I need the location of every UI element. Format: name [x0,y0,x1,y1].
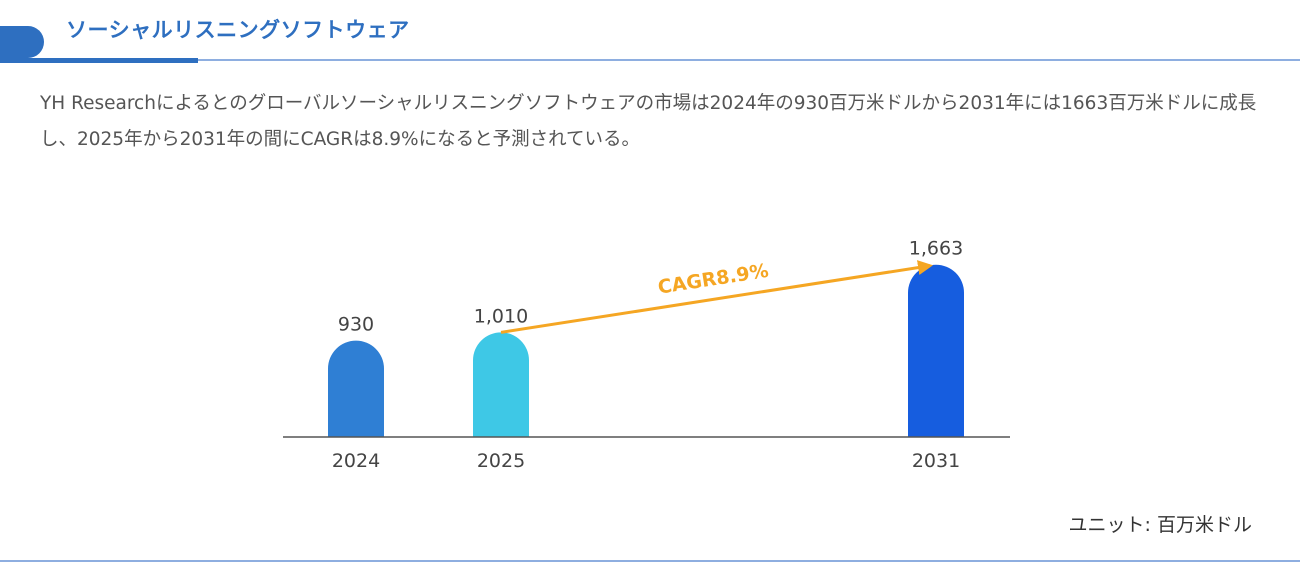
x-tick-label-2024: 2024 [332,450,380,472]
value-label-2031: 1,663 [909,238,963,260]
market-description: YH Researchによるとのグローバルソーシャルリスニングソフトウェアの市場… [40,93,1257,150]
value-label-2025: 1,010 [474,305,528,327]
header-pill-decoration [0,26,44,58]
bar-2024 [328,340,384,437]
cagr-arrow [500,260,933,334]
x-tick-label-2025: 2025 [477,450,525,472]
section-header: ソーシャルリスニングソフトウェア [0,0,1300,66]
section-title: ソーシャルリスニングソフトウェア [66,18,410,42]
bottom-divider [0,560,1300,562]
bar-2031 [908,264,964,437]
x-tick-label-2031: 2031 [912,450,960,472]
header-divider [0,59,1300,61]
value-label-2024: 930 [338,314,374,336]
bar-2025 [473,332,529,437]
unit-label: ユニット: 百万米ドル [1068,514,1252,536]
header-divider-accent [0,58,198,63]
